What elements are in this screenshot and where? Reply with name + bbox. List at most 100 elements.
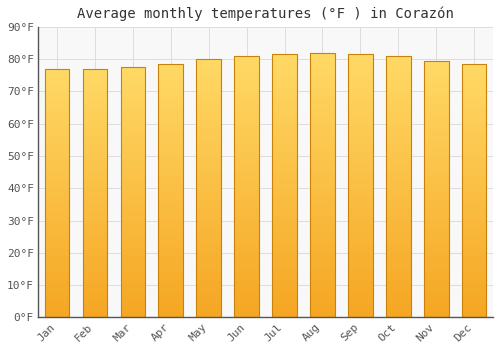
Bar [234, 138, 259, 141]
Bar [424, 247, 448, 250]
Bar [120, 74, 145, 77]
Bar [310, 205, 335, 208]
Bar [120, 208, 145, 211]
Bar [386, 226, 410, 229]
Bar [44, 140, 70, 143]
Bar [424, 234, 448, 237]
Bar [386, 232, 410, 236]
Bar [386, 301, 410, 304]
Bar [82, 184, 108, 187]
Bar [120, 193, 145, 195]
Bar [272, 176, 297, 179]
Bar [234, 242, 259, 246]
Bar [120, 280, 145, 283]
Bar [196, 156, 221, 159]
Bar [348, 199, 372, 202]
Bar [234, 144, 259, 147]
Bar [158, 175, 183, 178]
Bar [158, 251, 183, 254]
Bar [424, 86, 448, 90]
Bar [272, 288, 297, 291]
Bar [424, 260, 448, 263]
Bar [82, 128, 108, 131]
Bar [348, 235, 372, 238]
Bar [158, 188, 183, 191]
Bar [158, 273, 183, 276]
Bar [120, 261, 145, 264]
Bar [234, 111, 259, 115]
Bar [272, 94, 297, 97]
Bar [310, 231, 335, 235]
Bar [234, 98, 259, 101]
Bar [158, 203, 183, 206]
Bar [120, 311, 145, 314]
Bar [44, 265, 70, 268]
Bar [348, 87, 372, 90]
Bar [82, 78, 108, 81]
Bar [196, 114, 221, 117]
Bar [120, 189, 145, 193]
Bar [386, 242, 410, 246]
Bar [424, 218, 448, 221]
Bar [424, 170, 448, 173]
Bar [158, 105, 183, 108]
Bar [386, 121, 410, 125]
Bar [158, 89, 183, 92]
Bar [386, 128, 410, 131]
Bar [424, 176, 448, 180]
Bar [310, 215, 335, 218]
Bar [272, 294, 297, 298]
Bar [82, 165, 108, 168]
Bar [82, 69, 108, 317]
Bar [82, 221, 108, 224]
Bar [44, 69, 70, 72]
Bar [272, 90, 297, 94]
Bar [348, 77, 372, 80]
Bar [234, 118, 259, 121]
Bar [348, 193, 372, 196]
Bar [424, 61, 448, 64]
Bar [272, 205, 297, 209]
Bar [120, 214, 145, 217]
Bar [120, 170, 145, 174]
Bar [462, 89, 486, 92]
Bar [158, 168, 183, 172]
Bar [348, 291, 372, 294]
Bar [348, 245, 372, 248]
Bar [386, 118, 410, 121]
Bar [424, 266, 448, 270]
Bar [158, 279, 183, 283]
Bar [272, 87, 297, 90]
Bar [158, 172, 183, 175]
Bar [82, 252, 108, 255]
Bar [196, 88, 221, 91]
Bar [44, 218, 70, 221]
Bar [234, 56, 259, 59]
Bar [386, 193, 410, 196]
Bar [120, 264, 145, 267]
Bar [462, 115, 486, 118]
Bar [196, 169, 221, 172]
Bar [196, 311, 221, 314]
Bar [310, 261, 335, 265]
Bar [386, 249, 410, 252]
Bar [424, 192, 448, 196]
Bar [82, 280, 108, 283]
Bar [424, 237, 448, 240]
Bar [272, 169, 297, 173]
Bar [310, 52, 335, 56]
Bar [310, 182, 335, 185]
Bar [272, 68, 297, 71]
Bar [348, 176, 372, 179]
Bar [348, 301, 372, 304]
Bar [424, 301, 448, 304]
Bar [348, 298, 372, 301]
Bar [158, 149, 183, 153]
Bar [234, 285, 259, 288]
Bar [234, 304, 259, 308]
Bar [424, 167, 448, 170]
Bar [348, 127, 372, 130]
Bar [82, 168, 108, 172]
Bar [272, 216, 297, 219]
Bar [310, 268, 335, 271]
